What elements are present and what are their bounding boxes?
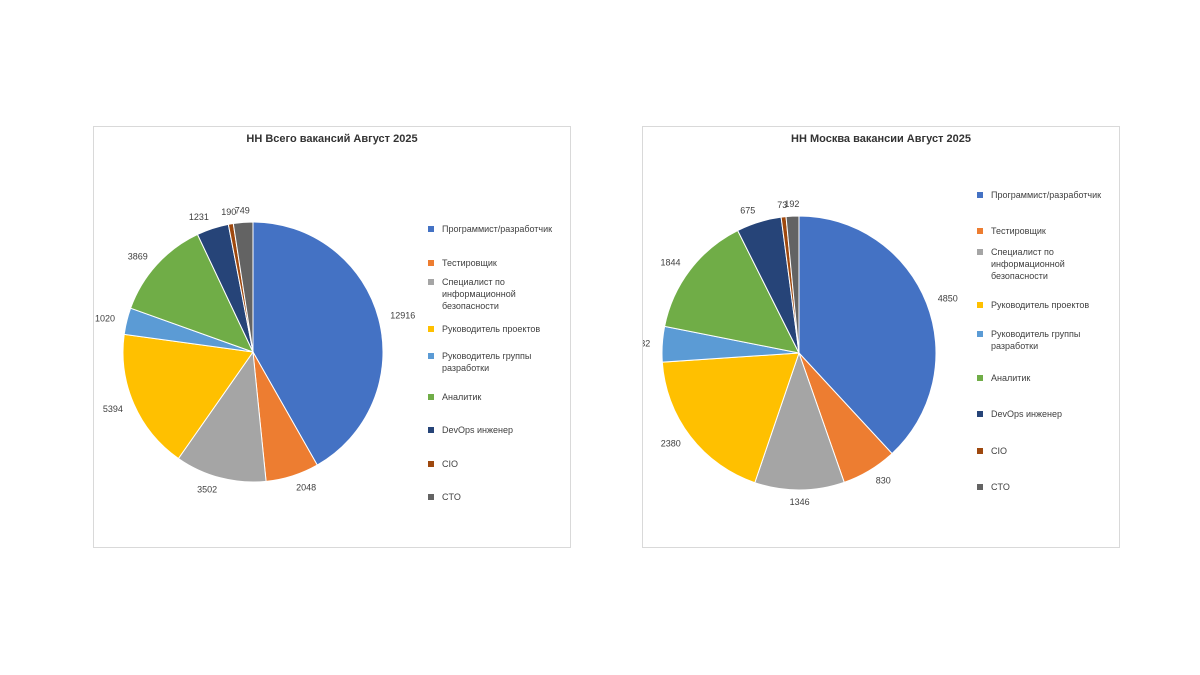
chart-panel-moscow: HH Москва вакансии Август 2025 4850 830 13… [642, 126, 1120, 548]
data-label-2: 830 [876, 476, 891, 486]
legend-swatch [428, 326, 434, 332]
data-label-8: 190 [221, 207, 236, 217]
legend-label: Руководитель проектов [991, 300, 1090, 310]
legend-swatch [977, 192, 983, 198]
pie-slice-4 [661, 352, 800, 484]
legend-label: Программист/разработчик [991, 190, 1102, 200]
data-label-4: 5394 [103, 404, 123, 414]
legend-swatch [428, 427, 434, 433]
legend-swatch [977, 411, 983, 417]
legend-label: CTO [991, 482, 1010, 492]
pie-slice-1 [252, 221, 384, 466]
legend-label: Аналитик [442, 392, 482, 402]
legend-swatch [977, 331, 983, 337]
legend-swatch [428, 461, 434, 467]
legend-swatch [428, 353, 434, 359]
legend-label: Тестировщик [991, 226, 1046, 236]
legend-swatch [977, 375, 983, 381]
legend-swatch [428, 260, 434, 266]
pie-slice-3 [754, 351, 845, 491]
chart-title: HH Москва вакансии Август 2025 [791, 133, 971, 145]
legend-swatch [428, 394, 434, 400]
data-label-6: 3869 [128, 252, 148, 262]
legend-swatch [977, 249, 983, 255]
legend-label: Специалист по информационной безопасност… [991, 247, 1065, 281]
data-label-6: 1844 [660, 258, 680, 268]
legend-label: CIO [991, 446, 1008, 456]
pie-slice-6 [664, 229, 800, 354]
legend-label: Аналитик [991, 373, 1031, 383]
legend-label: Руководитель группы разработки [991, 329, 1081, 351]
data-label-7: 675 [740, 206, 755, 216]
data-label-4: 2380 [661, 439, 681, 449]
legend-label: CTO [442, 492, 461, 502]
pie-slice-3 [177, 350, 267, 483]
data-label-8: 73 [777, 200, 787, 210]
data-label-5: 532 [643, 338, 650, 348]
legend-label: DevOps инженер [442, 425, 514, 435]
legend-label: Руководитель группы разработки [442, 351, 532, 373]
legend-swatch [977, 228, 983, 234]
legend-swatch [428, 226, 434, 232]
chart-panel-total: HH Всего вакансий Август 2025 12916 2048 3… [93, 126, 571, 548]
data-label-2: 2048 [296, 482, 316, 492]
pie-slice-9 [232, 221, 254, 353]
legend-swatch [977, 302, 983, 308]
data-label-5: 1020 [95, 313, 115, 323]
pie-slice-4 [122, 333, 254, 460]
legend-swatch [977, 484, 983, 490]
legend-label: CIO [442, 459, 459, 469]
data-label-9: 749 [235, 205, 250, 215]
legend-swatch [428, 494, 434, 500]
data-label-9: 192 [784, 199, 799, 209]
chart-title: HH Всего вакансий Август 2025 [246, 133, 418, 145]
legend-swatch [977, 448, 983, 454]
data-label-3: 1346 [790, 497, 810, 507]
pie-slice-1 [798, 215, 937, 455]
pie-slice-6 [129, 233, 254, 353]
legend-label: Руководитель проектов [442, 324, 541, 334]
data-label-3: 3502 [197, 484, 217, 494]
data-label-7: 1231 [189, 212, 209, 222]
legend-label: Тестировщик [442, 258, 497, 268]
data-label-1: 4850 [938, 294, 958, 304]
legend-label: Программист/разработчик [442, 224, 553, 234]
data-label-1: 12916 [390, 311, 415, 321]
legend-label: Специалист по информационной безопасност… [442, 277, 516, 311]
legend-swatch [428, 279, 434, 285]
pie-slice-9 [785, 215, 800, 354]
legend-label: DevOps инженер [991, 409, 1063, 419]
